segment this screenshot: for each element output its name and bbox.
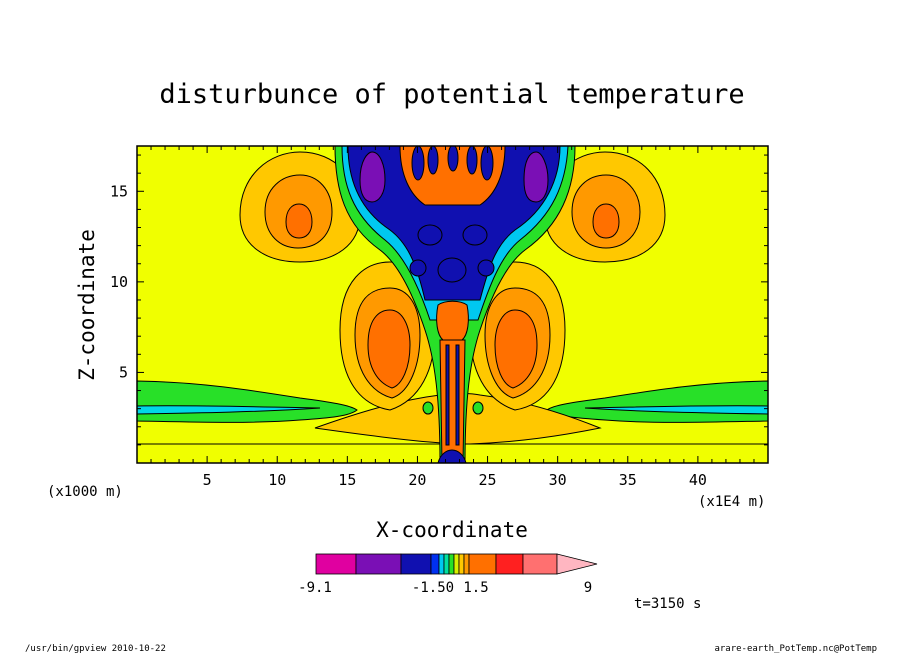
- y-tick-label: 10: [110, 273, 128, 291]
- central-stripes: [411, 146, 494, 181]
- axes: 5 10 15 20 25 30 35 40 5 10 15: [110, 146, 769, 489]
- x-tick-label: 30: [549, 471, 567, 489]
- colorbar-segment: [458, 553, 465, 575]
- colorbar-segment: [430, 553, 440, 575]
- y-tick-label: 5: [119, 363, 128, 381]
- mid-orange-column: [436, 300, 469, 341]
- x-tick-label: 5: [203, 471, 212, 489]
- right-purple-core: [523, 151, 549, 203]
- footer-left: /usr/bin/gpview 2010-10-22: [25, 644, 166, 654]
- x-unit-left: (x1000 m): [47, 484, 123, 500]
- colorbar-arrow: [556, 553, 598, 575]
- contour-fields: [137, 146, 768, 463]
- colorbar-segment: [448, 553, 455, 575]
- central-plume-blue: [347, 146, 561, 301]
- colorbar: -9.1 -1.50 1.5 9: [298, 553, 598, 596]
- y-axis-title: Z-coordinate: [75, 229, 99, 381]
- time-label: t=3150 s: [634, 596, 701, 612]
- x-tick-label: 10: [268, 471, 286, 489]
- colorbar-segment: [495, 553, 524, 575]
- colorbar-segment: [463, 553, 470, 575]
- x-tick-label: 35: [619, 471, 637, 489]
- left-upper-lobe-inner: [285, 203, 313, 239]
- y-tick-label: 15: [110, 182, 128, 200]
- plot-area: [136, 145, 769, 464]
- colorbar-label: -1.50: [412, 580, 454, 596]
- colorbar-segment: [443, 553, 450, 575]
- x-unit-right: (x1E4 m): [698, 494, 765, 510]
- right-upper-lobe-inner: [592, 203, 620, 239]
- x-tick-label: 15: [338, 471, 356, 489]
- colorbar-segment: [438, 553, 445, 575]
- colorbar-segment: [355, 553, 402, 575]
- colorbar-segment: [468, 553, 497, 575]
- colorbar-label: 1.5: [463, 580, 488, 596]
- plot-frame: [136, 145, 769, 464]
- x-tick-label: 20: [408, 471, 426, 489]
- x-tick-label: 25: [479, 471, 497, 489]
- colorbar-label: 9: [584, 580, 592, 596]
- colorbar-segment: [315, 553, 357, 575]
- x-axis-title: X-coordinate: [376, 518, 528, 542]
- left-purple-core: [359, 151, 386, 203]
- left-cyan-band: [137, 405, 321, 415]
- lower-column-stripes: [445, 344, 460, 446]
- side-green-spots: [422, 401, 484, 415]
- lower-column-orange: [439, 339, 466, 463]
- central-core-orange: [399, 146, 506, 206]
- chart-title: disturbunce of potential temperature: [159, 79, 744, 110]
- colorbar-label: -9.1: [298, 580, 332, 596]
- left-mid-lobe-inner: [367, 309, 411, 389]
- colorbar-segment: [522, 553, 558, 575]
- x-tick-label: 40: [689, 471, 707, 489]
- right-cyan-band: [584, 405, 768, 415]
- right-mid-lobe-inner: [494, 309, 538, 389]
- colorbar-segment: [453, 553, 460, 575]
- footer-right: arare-earth_PotTemp.nc@PotTemp: [714, 644, 877, 654]
- colorbar-segment: [400, 553, 432, 575]
- upper-blue-blobs: [409, 224, 495, 283]
